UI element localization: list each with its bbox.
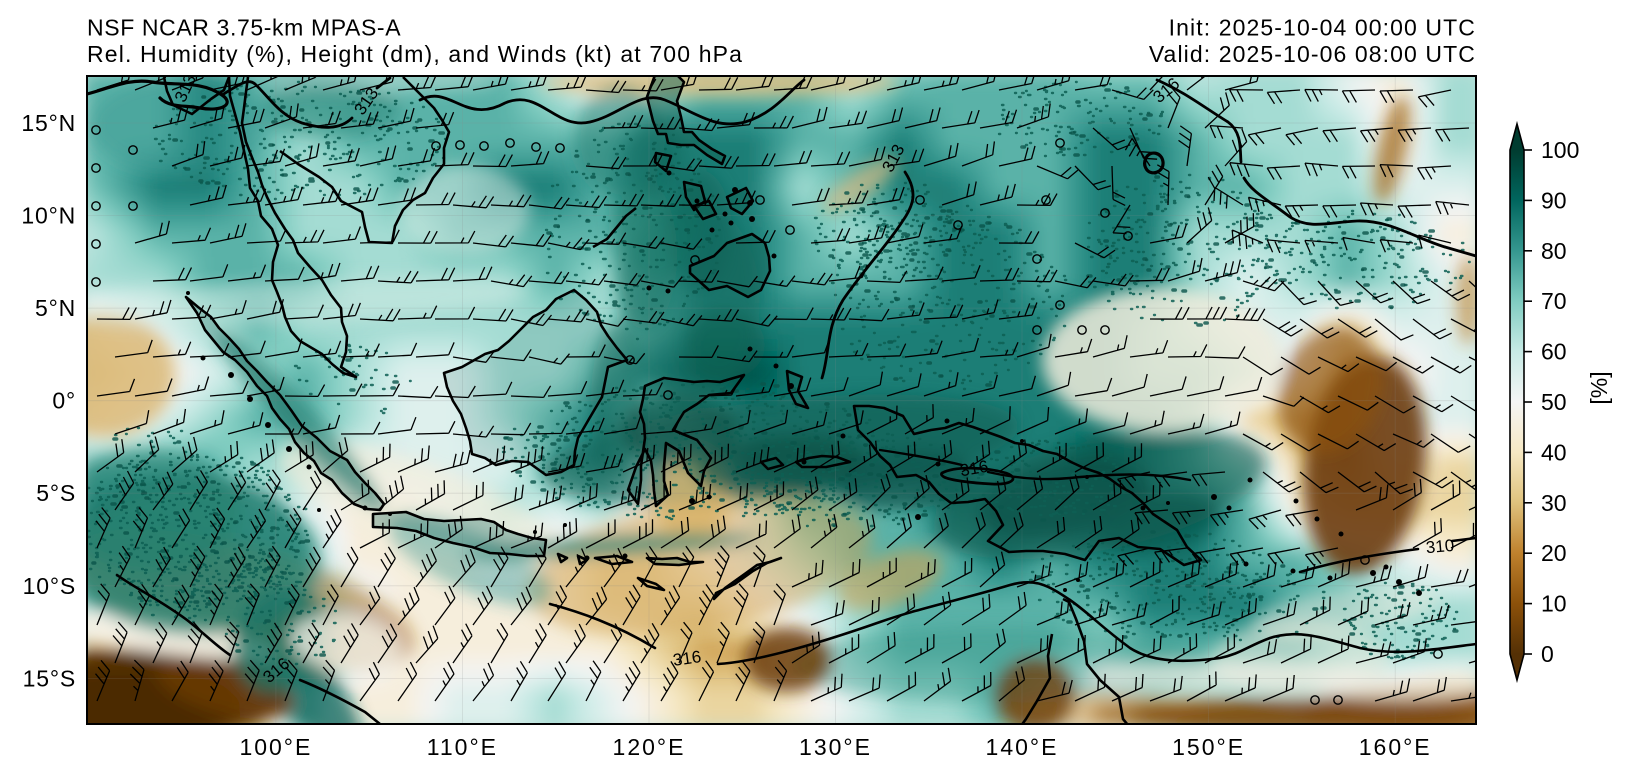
- svg-text:30: 30: [1541, 490, 1567, 516]
- svg-text:130°E: 130°E: [799, 734, 872, 760]
- svg-text:90: 90: [1541, 187, 1567, 213]
- svg-text:Valid: 2025-10-06 08:00 UTC: Valid: 2025-10-06 08:00 UTC: [1149, 41, 1476, 67]
- svg-text:316: 316: [672, 647, 703, 670]
- svg-text:0°: 0°: [52, 388, 76, 414]
- svg-text:Rel. Humidity (%), Height (dm): Rel. Humidity (%), Height (dm), and Wind…: [87, 41, 743, 67]
- svg-text:10°N: 10°N: [21, 203, 76, 229]
- svg-text:110°E: 110°E: [427, 734, 498, 760]
- svg-text:80: 80: [1541, 238, 1567, 264]
- svg-text:100°E: 100°E: [239, 734, 312, 760]
- svg-text:70: 70: [1541, 288, 1567, 314]
- svg-text:15°S: 15°S: [23, 665, 76, 691]
- svg-text:5°S: 5°S: [36, 480, 76, 506]
- svg-text:160°E: 160°E: [1359, 734, 1432, 760]
- svg-text:50: 50: [1541, 389, 1567, 415]
- svg-text:140°E: 140°E: [986, 734, 1059, 760]
- svg-text:120°E: 120°E: [613, 734, 686, 760]
- svg-text:10°S: 10°S: [23, 573, 76, 599]
- svg-text:60: 60: [1541, 339, 1567, 365]
- svg-text:15°N: 15°N: [21, 110, 76, 136]
- svg-text:40: 40: [1541, 439, 1567, 465]
- svg-text:20: 20: [1541, 540, 1567, 566]
- svg-text:150°E: 150°E: [1172, 734, 1245, 760]
- svg-text:5°N: 5°N: [35, 295, 76, 321]
- svg-text:NSF NCAR 3.75-km MPAS-A: NSF NCAR 3.75-km MPAS-A: [87, 15, 401, 41]
- svg-text:[%]: [%]: [1586, 371, 1612, 404]
- svg-text:100: 100: [1541, 137, 1579, 163]
- svg-text:Init: 2025-10-04 00:00 UTC: Init: 2025-10-04 00:00 UTC: [1169, 15, 1476, 41]
- svg-text:10: 10: [1541, 591, 1567, 617]
- svg-text:0: 0: [1541, 641, 1554, 667]
